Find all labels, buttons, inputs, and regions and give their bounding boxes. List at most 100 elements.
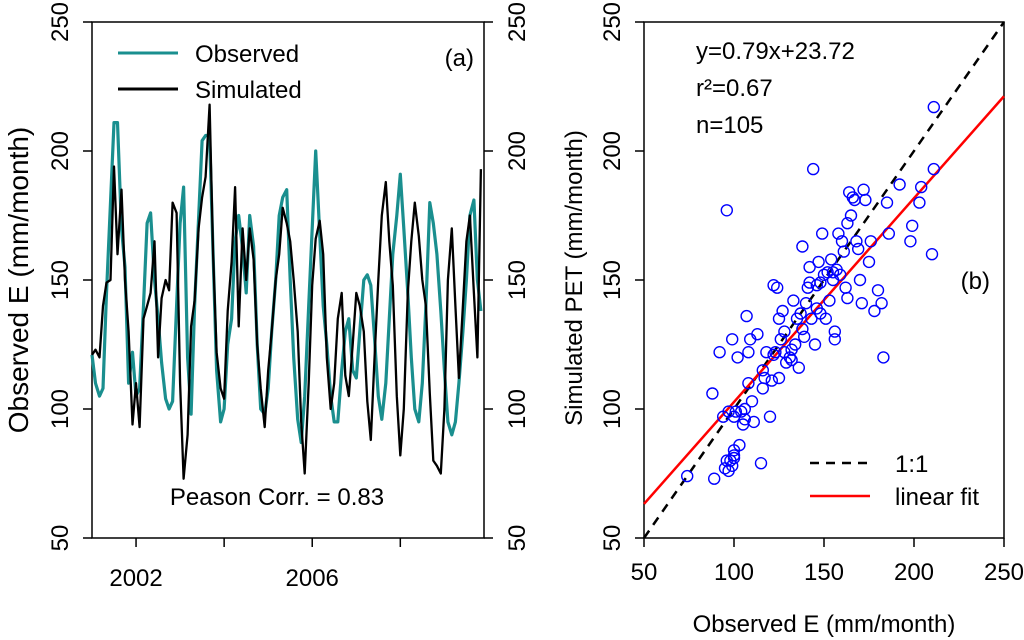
panel-a-right-y-tick-label: 200 — [504, 131, 531, 171]
scatter-point — [882, 227, 895, 240]
scatter-point — [794, 307, 807, 320]
scatter-point — [875, 297, 888, 310]
scatter-point — [803, 260, 816, 274]
scatter-point — [765, 374, 778, 387]
scatter-point — [760, 346, 773, 359]
scatter-point — [927, 162, 940, 176]
scatter-point — [864, 235, 877, 248]
scatter-point — [796, 322, 809, 336]
scatter-point — [740, 309, 753, 323]
legend-simulated-label: Simulated — [195, 77, 302, 104]
scatter-point — [877, 351, 890, 364]
scatter-point — [708, 472, 721, 485]
scatter-point — [927, 100, 940, 114]
scatter-point — [805, 312, 818, 325]
scatter-point — [774, 333, 787, 346]
scatter-point — [871, 284, 885, 297]
scatter-point — [754, 457, 768, 470]
scatter-point — [828, 325, 841, 338]
panel-a-legend: Observed Simulated — [118, 41, 302, 104]
scatter-point — [850, 235, 863, 248]
scatter-point — [713, 346, 726, 359]
panel-a-left-y-tick-label: 50 — [47, 525, 74, 552]
scatter-point — [720, 204, 733, 217]
scatter-point — [731, 351, 744, 364]
scatter-point — [799, 297, 813, 310]
scatter-point — [801, 281, 814, 294]
panel-a-left-y-tick-label: 250 — [47, 2, 74, 42]
scatter-point — [735, 405, 748, 418]
scatter-point — [817, 268, 831, 281]
scatter-point — [816, 227, 829, 240]
scatter-point — [893, 178, 906, 191]
panel-a-left-y-tick-label: 200 — [47, 131, 74, 171]
scatter-point — [826, 266, 840, 279]
scatter-point — [855, 297, 868, 310]
panel-b-legend: 1:1 linear fit — [810, 451, 979, 511]
panel-b-y-tick-label: 50 — [599, 525, 626, 552]
panel-b-x-axis-label: Observed E (mm/month) — [693, 611, 956, 638]
correlation-annotation: Peason Corr. = 0.83 — [170, 484, 384, 511]
scatter-point — [727, 451, 741, 465]
scatter-point — [913, 196, 926, 209]
panel-b-y-tick-label: 200 — [599, 131, 626, 171]
scatter-point — [915, 180, 928, 194]
scatter-point — [832, 227, 845, 240]
panel-a-left-y-tick-label: 100 — [47, 389, 74, 429]
scatter-point — [841, 291, 854, 305]
panel-b-y-axis-label: Simulated PET (mm/month) — [561, 130, 588, 426]
scatter-point — [814, 276, 827, 289]
scatter-point — [812, 255, 825, 269]
scatter-point — [848, 193, 861, 207]
scatter-point — [706, 387, 719, 400]
scatter-point — [925, 247, 939, 261]
panel-a-right-y-tick-label: 50 — [504, 525, 531, 552]
panel-a-x-tick-label: 2002 — [109, 565, 162, 592]
scatter-point — [904, 235, 917, 248]
scatter-point — [726, 333, 739, 346]
scatter-point — [718, 462, 732, 475]
scatter-point — [681, 469, 694, 483]
scatter-point — [796, 240, 809, 253]
panel-b-x-tick-label: 250 — [984, 559, 1024, 586]
panel-b-x-tick-label: 200 — [894, 559, 934, 586]
scatter-point — [857, 183, 870, 196]
scatter-point — [742, 377, 755, 390]
scatter-point — [828, 333, 841, 346]
panel-b-x-tick-label: 150 — [804, 559, 844, 586]
legend-fit-label: linear fit — [895, 484, 979, 511]
scatter-point — [789, 338, 802, 351]
panel-b-x-tick-label: 50 — [631, 559, 658, 586]
panel-b-y-tick-label: 150 — [599, 260, 626, 300]
scatter-point — [738, 402, 751, 416]
sample-size-annotation: n=105 — [696, 112, 763, 139]
scatter-point — [785, 353, 798, 367]
scatter-point — [738, 413, 751, 426]
scatter-point — [767, 279, 780, 292]
panel-b-x-tick-label: 100 — [714, 559, 754, 586]
panel-a-y-axis-label: Observed E (mm/month) — [3, 127, 34, 434]
panel-a: 50 100 150 200 250 50 100 150 200 250 2002 2006 Obs… — [3, 2, 531, 592]
scatter-point — [819, 312, 832, 325]
scatter-point — [772, 312, 786, 325]
panel-a-x-tick-label: 2006 — [286, 565, 339, 592]
scatter-point — [846, 191, 859, 204]
scatter-point — [837, 245, 850, 258]
r-squared-annotation: r²=0.67 — [696, 75, 773, 102]
scatter-point — [729, 405, 742, 418]
scatter-point — [852, 242, 865, 256]
panel-a-right-y-tick-label: 250 — [504, 2, 531, 42]
legend-observed-label: Observed — [195, 41, 299, 68]
panel-a-label: (a) — [445, 45, 474, 72]
scatter-point — [756, 364, 769, 377]
scatter-point — [839, 281, 852, 294]
scatter-point — [825, 253, 838, 266]
scatter-point — [745, 395, 759, 408]
scatter-point — [859, 193, 872, 207]
scatter-point — [742, 346, 755, 359]
scatter-point — [798, 330, 811, 343]
scatter-point — [756, 382, 769, 395]
scatter-point — [844, 209, 858, 222]
identity-line — [642, 21, 1006, 539]
